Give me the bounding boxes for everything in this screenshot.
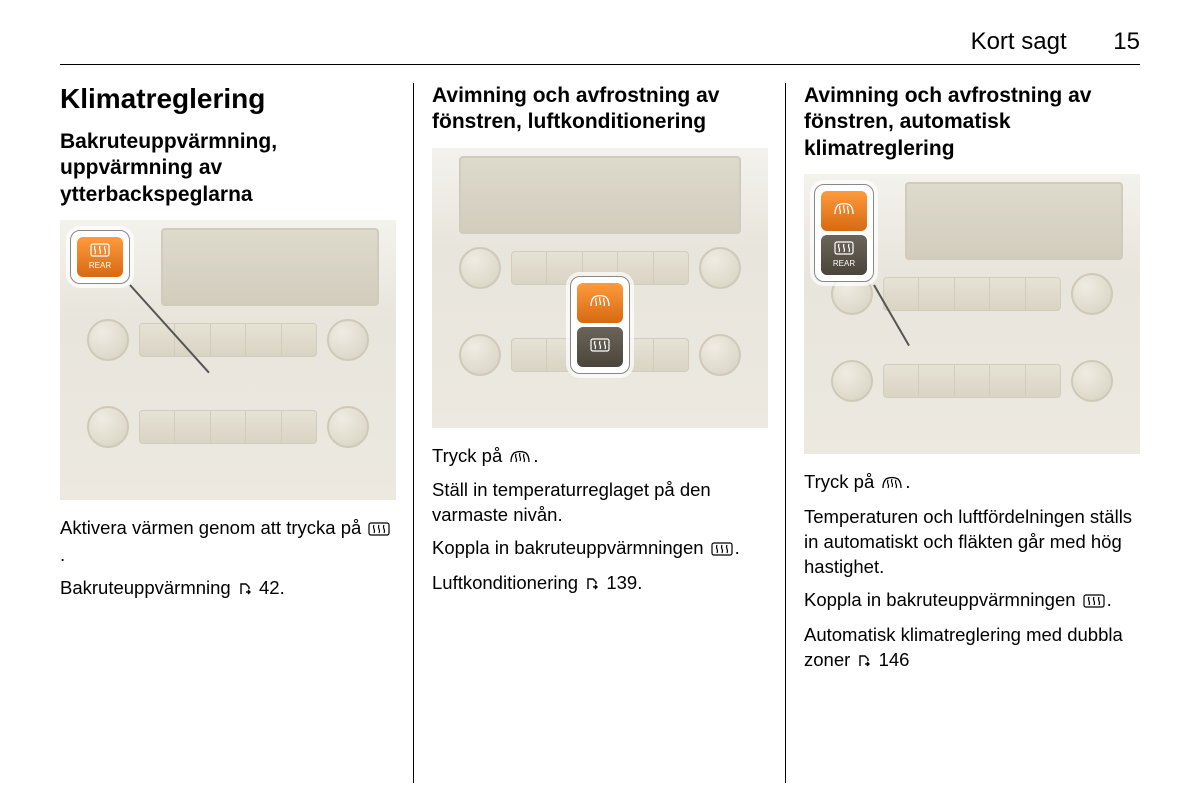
rear-defrost-label: REAR [89,261,111,270]
col2-heading: Avimning och avfrostning av fönstren, lu… [432,83,768,136]
climate-knob-right [699,334,741,376]
dashboard-screen [161,228,379,306]
front-defrost-button-highlight [577,283,623,323]
page-ref-icon [585,573,599,598]
rear-defrost-label: REAR [833,259,855,268]
front-defrost-icon [833,202,855,220]
col1-p2: Bakruteuppvärmning 42. [60,576,396,603]
page-header: Kort sagt 15 [60,28,1140,65]
front-defrost-button-highlight [821,191,867,231]
climate-knob-left [87,406,129,448]
radio-knob-right [699,247,741,289]
col2-p1: Tryck på . [432,444,768,471]
column-3: Avimning och avfrostning av fönstren, au… [786,83,1140,783]
dashboard-image-1: REAR [60,220,396,500]
col2-p4: Luftkonditionering 139. [432,571,768,598]
callout-rear-defrost: REAR [70,230,130,284]
column-1: Klimatreglering Bakruteuppvärmning, uppv… [60,83,414,783]
front-defrost-icon [589,294,611,312]
radio-knob-right [327,319,369,361]
col3-p2: Temperaturen och luftfördelningen ställs… [804,505,1140,580]
col2-p2: Ställ in temperaturreglaget på den varma… [432,478,768,528]
front-defrost-icon [881,472,903,497]
climate-buttons [883,364,1061,398]
radio-knob-left [87,319,129,361]
rear-defrost-button-highlight: REAR [77,237,123,277]
rear-defrost-icon [368,518,390,543]
rear-defrost-icon [90,243,110,261]
climate-knob-left [459,334,501,376]
section-title: Kort sagt [971,28,1067,55]
callout-defrost-buttons: REAR [814,184,874,282]
page-ref-icon [857,650,871,675]
rear-defrost-button-highlight [577,327,623,367]
dashboard-image-2 [432,148,768,428]
climate-knob-left [831,360,873,402]
climate-controls [87,405,369,449]
climate-buttons [139,410,317,444]
page-ref-icon [238,578,252,603]
radio-buttons [883,277,1061,311]
climate-knob-right [327,406,369,448]
content-columns: Klimatreglering Bakruteuppvärmning, uppv… [60,83,1140,783]
dashboard-screen [459,156,741,234]
col3-p4: Automatisk klimatreglering med dubbla zo… [804,623,1140,675]
radio-buttons [139,323,317,357]
rear-defrost-icon [834,241,854,259]
front-defrost-icon [509,446,531,471]
radio-knob-right [1071,273,1113,315]
rear-defrost-icon [1083,590,1105,615]
rear-defrost-button-highlight: REAR [821,235,867,275]
col3-heading: Avimning och avfrostning av fönstren, au… [804,83,1140,162]
col1-p1: Aktivera värmen genom att trycka på . [60,516,396,568]
radio-controls [87,318,369,362]
climate-knob-right [1071,360,1113,402]
rear-defrost-icon [711,538,733,563]
dashboard-screen [905,182,1123,260]
callout-defrost-buttons [570,276,630,374]
col1-heading: Bakruteuppvärmning, uppvärmning av ytter… [60,129,396,208]
column-2: Avimning och avfrostning av fönstren, lu… [414,83,786,783]
dashboard-image-3: REAR [804,174,1140,454]
climate-controls [831,359,1113,403]
col2-p3: Koppla in bakruteuppvärmningen . [432,536,768,563]
page-number: 15 [1113,28,1140,56]
radio-controls [831,272,1113,316]
rear-defrost-icon [590,338,610,356]
col3-p1: Tryck på . [804,470,1140,497]
radio-knob-left [459,247,501,289]
col3-p3: Koppla in bakruteuppvärmningen . [804,588,1140,615]
main-title: Klimatreglering [60,83,396,115]
